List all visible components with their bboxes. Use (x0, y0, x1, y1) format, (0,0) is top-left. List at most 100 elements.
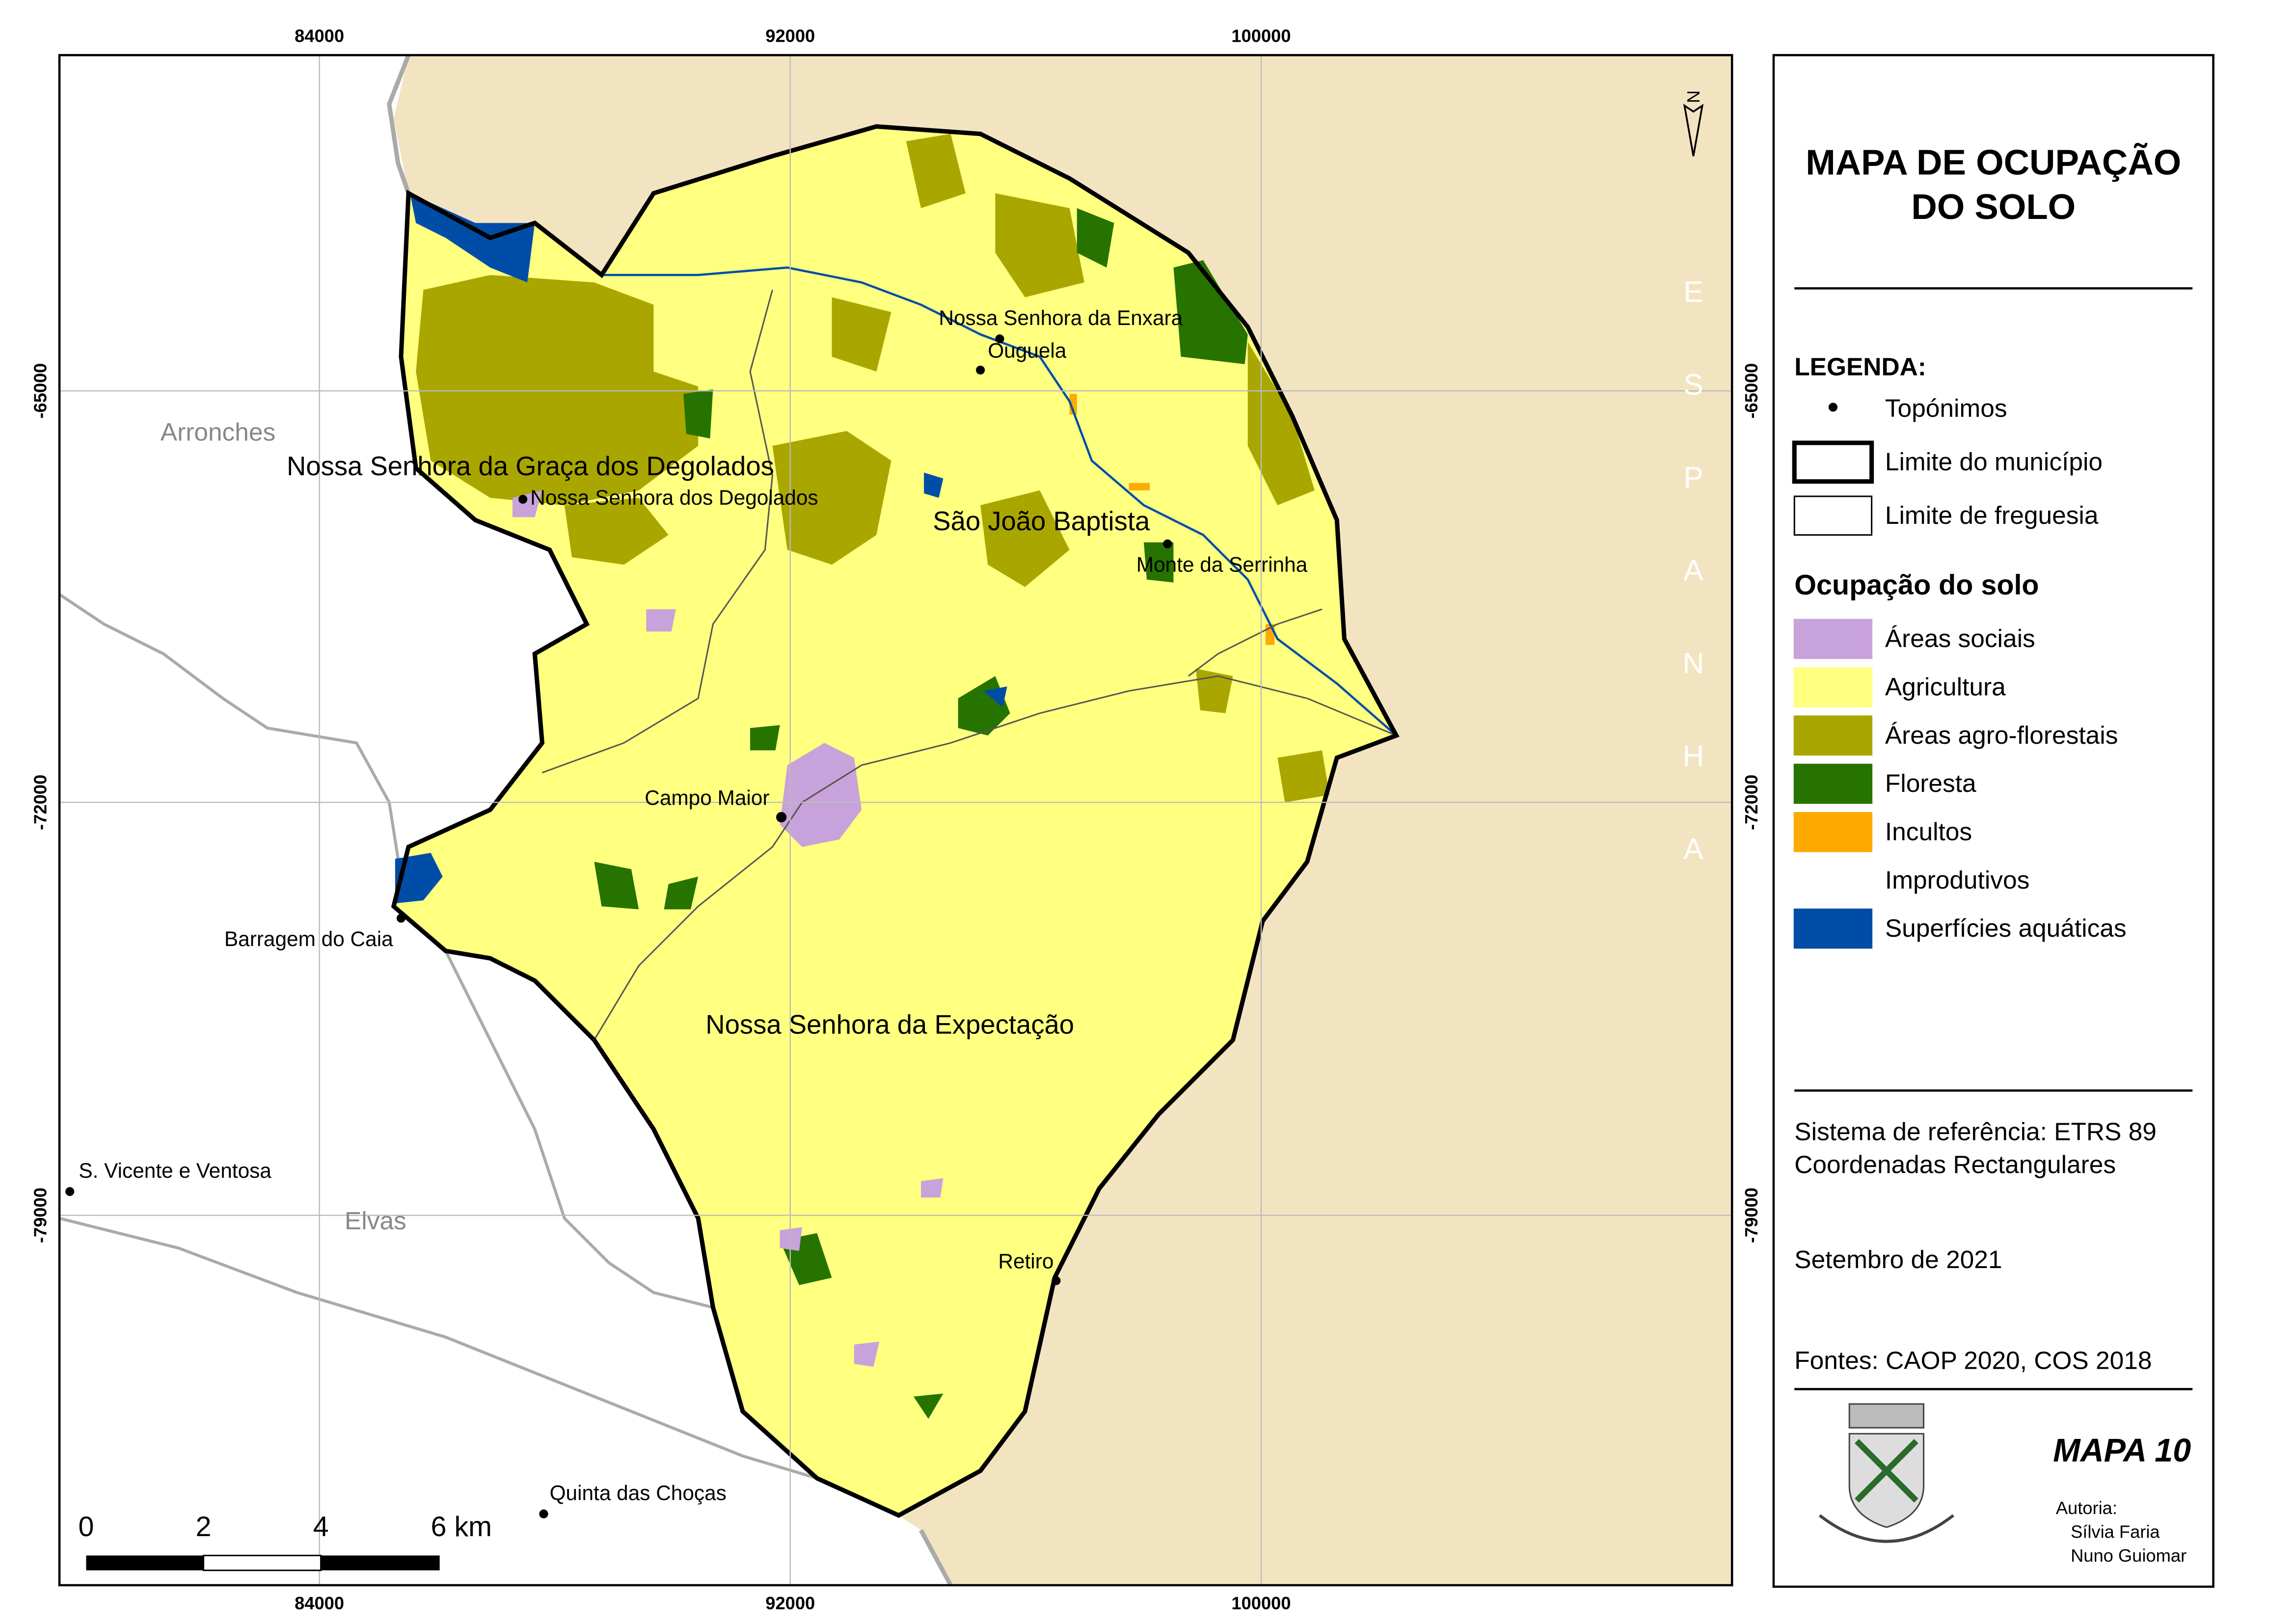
parish-limit (594, 675, 1397, 1041)
legend-label: Limite de freguesia (1885, 501, 2099, 529)
forest-area (664, 876, 699, 910)
legend-symbol-municipality (1792, 440, 1874, 484)
place-label: Retiro (998, 1250, 1053, 1273)
agro-forest-area (772, 431, 891, 565)
title: MAPA DE OCUPAÇÃO (1806, 142, 2181, 182)
place-points (65, 334, 1172, 1518)
place-point (518, 494, 528, 504)
forest-area (1077, 208, 1114, 268)
grid-y-label: -72000 (30, 775, 50, 830)
legend-panel: MAPA DE OCUPAÇÃO DO SOLO LEGENDA: Topóni… (1772, 54, 2214, 1588)
grid-y-label: -65000 (30, 363, 50, 419)
legend-label: Incultos (1885, 817, 1972, 845)
legend-label: Áreas agro-florestais (1885, 721, 2118, 749)
place-label: Nossa Senhora da Enxara (939, 306, 1183, 329)
north-arrow-shape (1683, 104, 1704, 157)
agro-forest-area (995, 193, 1084, 298)
map-border (58, 54, 1733, 1587)
legend-label: Áreas sociais (1885, 624, 2035, 652)
authorship: Autoria: (2056, 1498, 2117, 1518)
place-label: Campo Maior (645, 786, 769, 809)
scale-segment (86, 1555, 204, 1570)
municipal-limit (444, 950, 714, 1309)
forest-area (683, 389, 713, 438)
country-label: ESPANHA (1677, 275, 1710, 924)
place-point (539, 1509, 548, 1518)
legend-swatch (1794, 861, 1872, 900)
land-use-heading: Ocupação do solo (1794, 569, 2039, 601)
municipality-label: Elvas (345, 1206, 406, 1235)
legend-swatch (1793, 763, 1873, 804)
agro-forest-area (980, 490, 1070, 587)
scale-segment (321, 1555, 440, 1570)
legend-heading: LEGENDA: (1794, 352, 1926, 380)
forest-area (1143, 542, 1174, 583)
place-point (1163, 539, 1172, 548)
scale-label: 6 km (431, 1511, 492, 1543)
uncultivated-area (1129, 483, 1150, 490)
agro-forest-area (1277, 750, 1330, 803)
scale-label: 2 (196, 1511, 212, 1543)
legend-label: Improdutivos (1885, 866, 2029, 894)
agro-forest-area (832, 297, 891, 372)
title: DO SOLO (1911, 187, 2076, 227)
place-point (1052, 1276, 1061, 1285)
forest-area (913, 1393, 944, 1419)
author: Sílvia Faria (2071, 1522, 2160, 1542)
place-label: S. Vicente e Ventosa (79, 1159, 271, 1182)
scale-label: 4 (313, 1511, 329, 1543)
agro-forest-area (1247, 342, 1315, 506)
parish-limits (541, 290, 1397, 1041)
agro-forest-area (564, 498, 669, 565)
district-limit (387, 54, 411, 194)
legend-label: Agricultura (1885, 672, 2006, 701)
social-area (780, 1227, 802, 1251)
legend-label: Superfícies aquáticas (1885, 914, 2127, 942)
legend-swatch (1793, 715, 1873, 756)
spain (393, 55, 1732, 1585)
forest-area (750, 725, 780, 751)
north-arrow: N (1683, 90, 1704, 157)
coordinates: Coordenadas Rectangulares (1794, 1150, 2116, 1178)
municipal-limit (59, 1217, 818, 1480)
campo-maior-urban-area (780, 743, 862, 847)
place-point (976, 365, 985, 375)
legend-symbol-parish (1793, 495, 1873, 536)
legend-symbol-point (1828, 403, 1838, 412)
uncultivated-areas (1069, 394, 1275, 645)
reference-system: Sistema de referência: ETRS 89 (1794, 1117, 2157, 1146)
water-areas (395, 193, 1007, 904)
sources: Fontes: CAOP 2020, COS 2018 (1794, 1346, 2152, 1375)
legend-swatch (1793, 619, 1873, 659)
social-area (854, 1341, 880, 1367)
place-point (65, 1187, 75, 1196)
grid-labels: 84000 92000 100000 84000 92000 100000 -6… (30, 26, 1761, 1613)
scale-segment (203, 1554, 322, 1571)
water-area (983, 686, 1007, 707)
place-point (396, 914, 406, 923)
coat-of-arms (1818, 1403, 1954, 1543)
grid (59, 55, 1732, 1585)
agro-forest-area (1195, 669, 1233, 713)
map-frame: ESPANHA N Nossa Senhora da Enxara Ouguel… (58, 54, 1733, 1587)
grid-x-label: 92000 (765, 1593, 815, 1613)
legend-swatch (1793, 667, 1873, 707)
shield-detail (1855, 1439, 1918, 1503)
grid-x-label: 100000 (1231, 1593, 1291, 1613)
parish-label: Nossa Senhora da Expectação (705, 1010, 1074, 1040)
place-label: Nossa Senhora dos Degolados (530, 486, 818, 509)
grid-x-label: 84000 (295, 26, 344, 46)
municipality-limit (391, 124, 1400, 1518)
agro-forest-area (906, 134, 966, 208)
grid-y-label: -79000 (30, 1188, 50, 1243)
scale-label: 0 (79, 1511, 94, 1543)
grid-x-label: 100000 (1231, 26, 1291, 46)
date: Setembro de 2021 (1794, 1245, 2002, 1273)
place-label: Quinta das Choças (550, 1482, 727, 1505)
forest-areas (594, 208, 1248, 1419)
legend-swatch (1793, 812, 1873, 852)
legend-label: Floresta (1885, 769, 1976, 797)
agro-forest-area (416, 275, 699, 506)
municipal-limit (58, 593, 400, 859)
